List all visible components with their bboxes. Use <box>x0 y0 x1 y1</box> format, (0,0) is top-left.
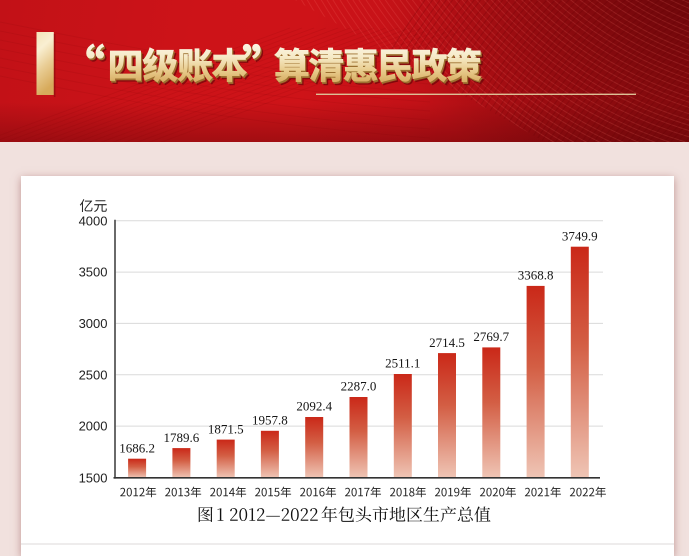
svg-text:3000: 3000 <box>79 316 108 331</box>
svg-text:1871.5: 1871.5 <box>208 421 244 436</box>
svg-text:2092.4: 2092.4 <box>296 399 332 414</box>
svg-text:3749.9: 3749.9 <box>562 228 598 243</box>
svg-text:4000: 4000 <box>79 213 108 228</box>
svg-text:2769.7: 2769.7 <box>473 329 509 344</box>
svg-text:3500: 3500 <box>79 265 108 280</box>
svg-text:3368.8: 3368.8 <box>518 268 554 283</box>
svg-text:2714.5: 2714.5 <box>429 335 465 350</box>
svg-text:2000: 2000 <box>79 419 108 434</box>
svg-text:1686.2: 1686.2 <box>119 440 155 455</box>
svg-text:1789.6: 1789.6 <box>164 430 200 445</box>
svg-text:2511.1: 2511.1 <box>385 356 420 371</box>
svg-text:1957.8: 1957.8 <box>252 413 288 428</box>
svg-text:1500: 1500 <box>79 470 108 485</box>
svg-text:2500: 2500 <box>79 367 108 382</box>
svg-text:2287.0: 2287.0 <box>341 379 377 394</box>
